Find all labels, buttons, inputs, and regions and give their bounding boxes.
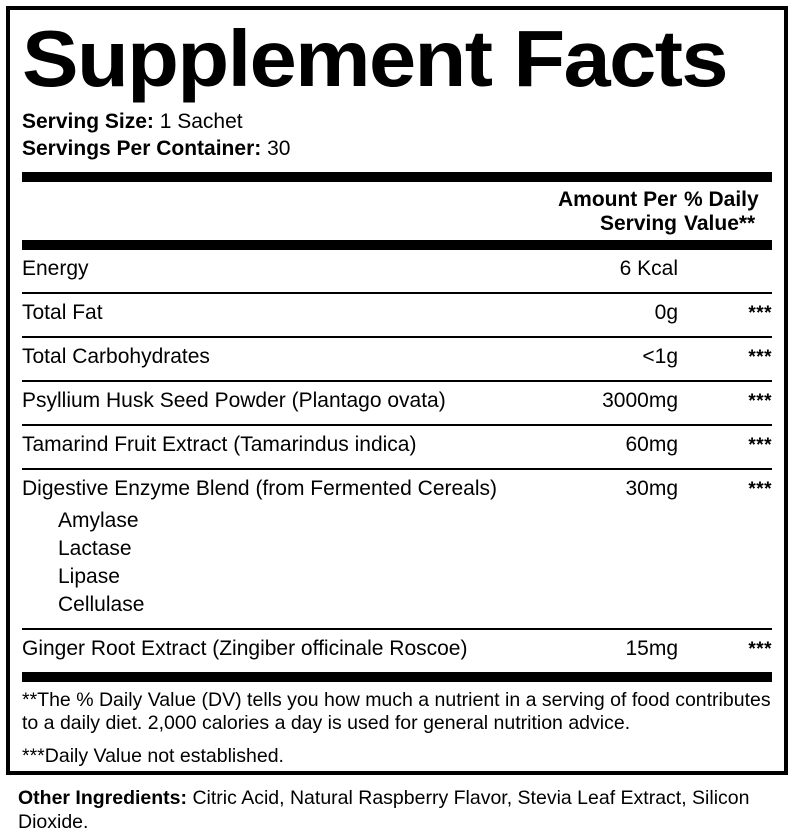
servings-per-container-line: Servings Per Container: 30 xyxy=(22,135,772,163)
serving-size-label: Serving Size: xyxy=(22,109,154,133)
nutrient-amount: <1g xyxy=(642,345,678,369)
nutrient-amount: 30mg xyxy=(625,477,678,501)
nutrient-daily-value: *** xyxy=(748,347,772,369)
divider-thin xyxy=(22,468,772,471)
nutrient-amount: 0g xyxy=(654,301,678,325)
nutrient-amount: 15mg xyxy=(625,636,678,660)
divider-thin xyxy=(22,336,772,339)
serving-info: Serving Size: 1 Sachet Servings Per Cont… xyxy=(22,108,772,163)
servings-per-container-value: 30 xyxy=(267,137,291,161)
divider-thin xyxy=(22,292,772,295)
divider-thick-footnote xyxy=(22,671,772,682)
nutrient-amount: 3000mg xyxy=(602,389,678,413)
nutrient-name: Total Carbohydrates xyxy=(22,345,210,369)
serving-size-value: 1 Sachet xyxy=(159,109,243,133)
nutrient-amount: 60mg xyxy=(625,433,678,457)
blend-subitem: Cellulase xyxy=(58,593,145,617)
nutrient-name: Total Fat xyxy=(22,301,103,325)
other-ingredients-value: Citric Acid, Natural Raspberry Flavor, S… xyxy=(18,787,750,834)
nutrient-daily-value: *** xyxy=(748,391,772,413)
nutrient-daily-value: *** xyxy=(748,303,772,325)
divider-thick-header xyxy=(22,240,772,251)
blend-subitem-list: Amylase Lactase Lipase Cellulase xyxy=(22,507,772,628)
daily-value-footnote: **The % Daily Value (DV) tells you how m… xyxy=(22,688,771,735)
supplement-facts-panel: Supplement Facts Serving Size: 1 Sachet … xyxy=(6,6,788,775)
table-row: Total Fat 0g *** xyxy=(22,294,772,336)
panel-title: Supplement Facts xyxy=(22,14,729,103)
serving-size-line: Serving Size: 1 Sachet xyxy=(22,108,772,136)
nutrient-name: Psyllium Husk Seed Powder (Plantago ovat… xyxy=(22,389,446,413)
nutrient-daily-value: *** xyxy=(748,638,772,660)
nutrient-name: Digestive Enzyme Blend (from Fermented C… xyxy=(22,477,498,501)
table-row: Total Carbohydrates <1g *** xyxy=(22,338,772,380)
table-row: Ginger Root Extract (Zingiber officinale… xyxy=(22,630,772,672)
nutrient-name: Energy xyxy=(22,257,89,281)
footnotes: **The % Daily Value (DV) tells you how m… xyxy=(22,682,772,769)
blend-subitem: Amylase xyxy=(58,509,139,533)
amount-per-serving-header: Amount Per Serving xyxy=(557,188,677,235)
not-established-footnote: ***Daily Value not established. xyxy=(22,744,284,767)
blend-subitem: Lipase xyxy=(58,565,120,589)
nutrient-daily-value: *** xyxy=(748,435,772,457)
divider-thin xyxy=(22,380,772,383)
table-row: Digestive Enzyme Blend (from Fermented C… xyxy=(22,470,772,507)
other-ingredients-label: Other Ingredients: xyxy=(18,787,188,809)
nutrient-daily-value: *** xyxy=(748,479,772,501)
table-row: Psyllium Husk Seed Powder (Plantago ovat… xyxy=(22,382,772,424)
blend-subitem: Lactase xyxy=(58,537,132,561)
nutrient-name: Tamarind Fruit Extract (Tamarindus indic… xyxy=(22,433,417,457)
nutrient-name: Ginger Root Extract (Zingiber officinale… xyxy=(22,636,468,660)
column-headers: Amount Per Serving % Daily Value** xyxy=(22,182,772,240)
divider-thick-top xyxy=(22,172,772,183)
nutrient-amount: 6 Kcal xyxy=(619,257,678,281)
servings-per-container-label: Servings Per Container: xyxy=(22,137,262,161)
divider-thin xyxy=(22,424,772,427)
daily-value-header: % Daily Value** xyxy=(684,188,759,235)
other-ingredients: Other Ingredients: Citric Acid, Natural … xyxy=(18,786,778,835)
divider-thin xyxy=(22,627,772,630)
table-row: Energy 6 Kcal xyxy=(22,250,772,292)
table-row: Tamarind Fruit Extract (Tamarindus indic… xyxy=(22,426,772,468)
